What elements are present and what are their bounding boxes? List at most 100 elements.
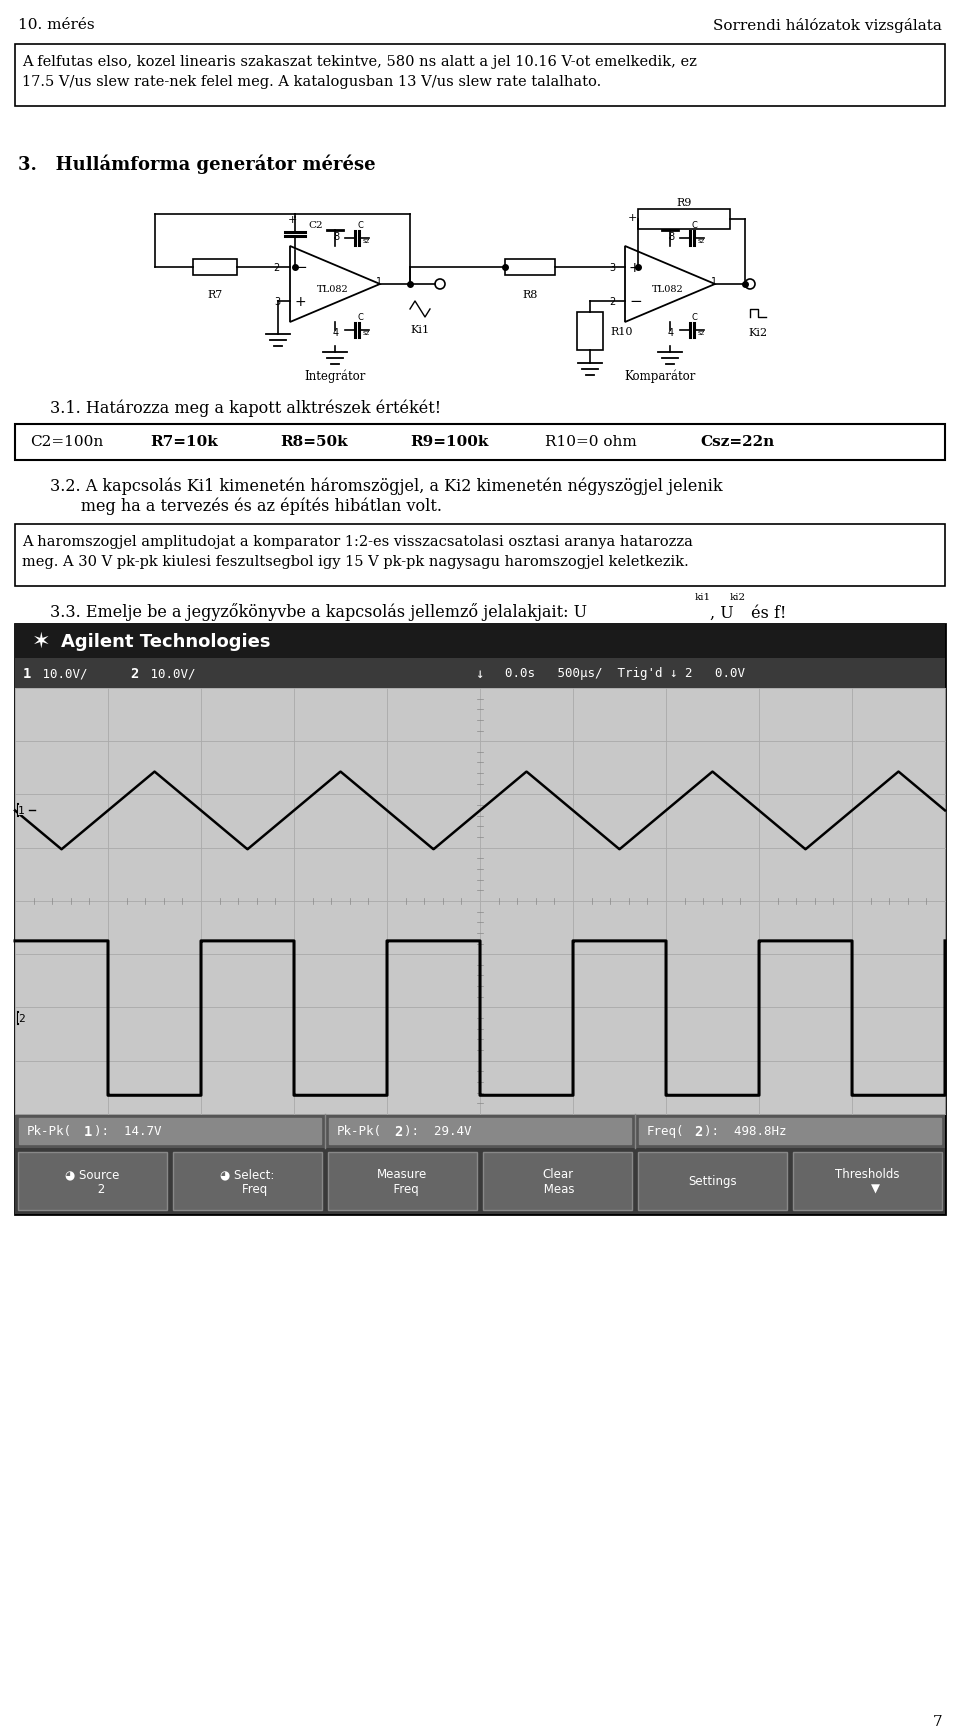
Bar [15,424,945,461]
Text: 8: 8 [668,232,674,242]
Text: R9: R9 [676,197,692,208]
Text: 10.0V/: 10.0V/ [143,667,196,681]
Text: Clear
 Meas: Clear Meas [540,1167,575,1195]
Text: Komparátor: Komparátor [624,369,696,383]
Text: R10: R10 [610,327,633,336]
Text: Freq(: Freq( [647,1124,684,1138]
Text: C: C [692,222,698,230]
Text: 1: 1 [711,277,717,288]
Text: C: C [357,313,363,322]
Text: sz: sz [363,329,371,336]
Text: ◕ Select:
    Freq: ◕ Select: Freq [220,1167,275,1195]
Text: meg. A 30 V pk-pk kiulesi feszultsegbol igy 15 V pk-pk nagysagu haromszogjel kel: meg. A 30 V pk-pk kiulesi feszultsegbol … [22,554,688,568]
Bar [15,658,945,689]
Text: 2: 2 [130,667,138,681]
Text: C: C [357,222,363,230]
Text: +: + [294,294,305,308]
Text: R9=100k: R9=100k [410,435,489,449]
Text: és f!: és f! [746,604,786,622]
Bar [483,1152,632,1211]
Bar [15,525,945,587]
Text: Pk-Pk(: Pk-Pk( [337,1124,382,1138]
Bar [15,689,945,1114]
Bar [15,1114,945,1148]
Text: Measure
  Freq: Measure Freq [377,1167,427,1195]
Text: ki1: ki1 [695,592,711,601]
Text: sz: sz [698,329,706,336]
Text: 3.2. A kapcsolás Ki1 kimenetén háromszögjel, a Ki2 kimenetén négyszögjel jelenik: 3.2. A kapcsolás Ki1 kimenetén háromszög… [50,478,723,495]
Text: ):  14.7V: ): 14.7V [94,1124,161,1138]
Text: sz: sz [698,237,706,244]
Text: Thresholds
    ▼: Thresholds ▼ [835,1167,900,1195]
Text: 3.1. Határozza meg a kapott alktrészek értékét!: 3.1. Határozza meg a kapott alktrészek é… [50,400,442,417]
Bar [505,260,555,275]
Text: 3.   Hullámforma generátor mérése: 3. Hullámforma generátor mérése [18,154,375,175]
Text: sz: sz [363,237,371,244]
Text: C2: C2 [308,222,323,230]
Text: 10.0V/: 10.0V/ [35,667,87,681]
Text: R8: R8 [522,289,538,300]
Text: R10=0 ohm: R10=0 ohm [545,435,636,449]
Text: R8=50k: R8=50k [280,435,348,449]
Text: 4: 4 [333,327,339,338]
Text: 1: 1 [18,805,25,816]
Text: 17.5 V/us slew rate-nek felel meg. A katalogusban 13 V/us slew rate talalhato.: 17.5 V/us slew rate-nek felel meg. A kat… [22,74,601,88]
Text: 2: 2 [18,1013,25,1024]
Text: TL082: TL082 [652,286,684,294]
Bar [329,1119,631,1145]
Bar [193,260,237,275]
Bar [577,313,603,352]
Text: Integrátor: Integrátor [304,369,366,383]
Text: −: − [629,294,641,310]
Text: A felfutas elso, kozel linearis szakaszat tekintve, 580 ns alatt a jel 10.16 V-o: A felfutas elso, kozel linearis szakasza… [22,55,697,69]
Text: 3.3. Emelje be a jegyzőkönyvbe a kapcsolás jellemző jelalakjait: U: 3.3. Emelje be a jegyzőkönyvbe a kapcsol… [50,603,588,620]
Bar [18,1152,167,1211]
Text: C: C [692,313,698,322]
Bar [793,1152,942,1211]
Text: Ki1: Ki1 [411,326,429,334]
Text: 1: 1 [376,277,382,288]
Text: ki2: ki2 [730,592,746,601]
Text: −: − [294,260,307,275]
Text: 3: 3 [609,263,615,274]
Bar [173,1152,322,1211]
Bar [15,625,945,1214]
Text: +: + [288,215,298,225]
Text: 0.0s   500μs/  Trig'd ↓ 2   0.0V: 0.0s 500μs/ Trig'd ↓ 2 0.0V [505,667,745,681]
Text: A haromszogjel amplitudojat a komparator 1:2-es visszacsatolasi osztasi aranya h: A haromszogjel amplitudojat a komparator… [22,535,693,549]
Text: R7: R7 [207,289,223,300]
Text: Sorrendi hálózatok vizsgálata: Sorrendi hálózatok vizsgálata [713,17,942,33]
Text: ):  498.8Hz: ): 498.8Hz [704,1124,786,1138]
Text: C2=100n: C2=100n [30,435,104,449]
Bar [638,1152,787,1211]
Text: 8: 8 [333,232,339,242]
Text: Agilent Technologies: Agilent Technologies [61,632,271,651]
Text: Settings: Settings [688,1174,737,1188]
Bar [328,1152,477,1211]
Text: ✶: ✶ [32,632,50,651]
Text: Pk-Pk(: Pk-Pk( [27,1124,72,1138]
Text: 10. mérés: 10. mérés [18,17,95,31]
Text: 1: 1 [84,1124,92,1138]
Text: 2: 2 [394,1124,402,1138]
Text: 7: 7 [932,1715,942,1729]
Text: TL082: TL082 [317,286,348,294]
Bar [15,625,945,658]
Text: +: + [629,262,640,275]
Text: 3: 3 [274,296,280,307]
Bar [19,1119,321,1145]
Text: 4: 4 [668,327,674,338]
Text: ):  29.4V: ): 29.4V [404,1124,471,1138]
Text: 1: 1 [23,667,32,681]
Text: Csz=22n: Csz=22n [700,435,775,449]
Bar [15,1148,945,1214]
Text: ↓: ↓ [475,667,484,681]
Text: 2: 2 [609,296,615,307]
Bar [639,1119,941,1145]
Bar [15,45,945,107]
Text: , U: , U [710,604,733,622]
Bar [638,210,730,230]
Text: ◕ Source
     2: ◕ Source 2 [65,1167,120,1195]
Text: Ki2: Ki2 [749,327,768,338]
Text: 2: 2 [274,263,280,274]
